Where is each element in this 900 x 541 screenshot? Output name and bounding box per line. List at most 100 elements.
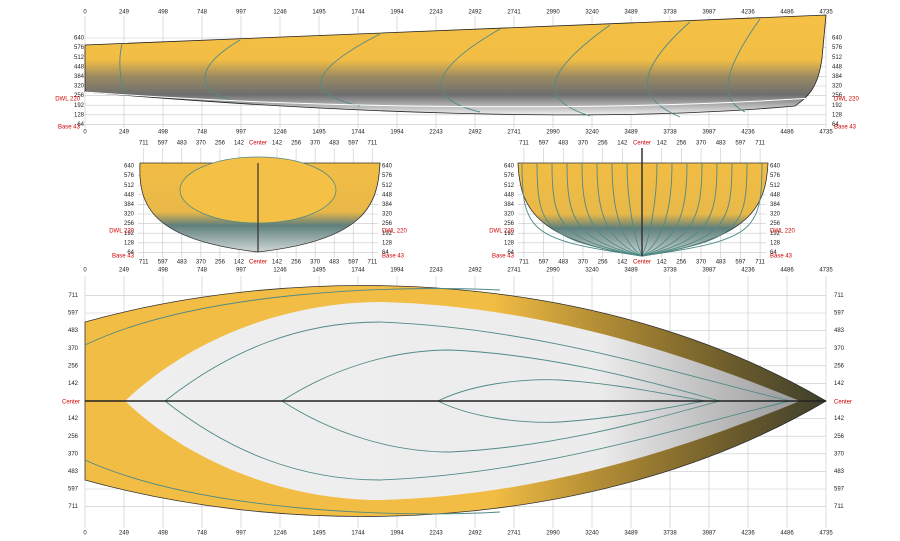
label: 2243	[429, 130, 443, 136]
label: 711	[834, 293, 844, 299]
label: Base 43	[112, 254, 135, 260]
label: 483	[558, 260, 569, 266]
label: 0	[83, 268, 87, 274]
label: 370	[578, 141, 589, 147]
label: 256	[598, 260, 609, 266]
label: 256	[382, 221, 393, 227]
label: 142	[272, 260, 283, 266]
label: 997	[236, 10, 247, 16]
profile-stations	[84, 18, 827, 118]
label: 0	[83, 531, 87, 537]
station	[727, 18, 761, 113]
label: 142	[617, 141, 628, 147]
label: 711	[139, 141, 149, 147]
label: 2741	[507, 10, 521, 16]
label: 2990	[546, 268, 560, 274]
label: 711	[367, 141, 377, 147]
label: Base 43	[770, 254, 793, 260]
label: Center	[249, 260, 267, 266]
label: Center	[633, 260, 651, 266]
label: 4735	[819, 130, 833, 136]
label: 711	[519, 260, 529, 266]
label: 3240	[585, 268, 599, 274]
label: 256	[598, 141, 609, 147]
label: 1744	[351, 130, 365, 136]
label: 1744	[351, 531, 365, 537]
buttock	[84, 459, 501, 515]
label: 320	[382, 212, 393, 218]
label: 4735	[819, 10, 833, 16]
label: Base 43	[382, 254, 405, 260]
label: 2492	[468, 531, 482, 537]
label: 997	[236, 531, 247, 537]
label: 4735	[819, 268, 833, 274]
label: 512	[74, 55, 85, 61]
label: 2990	[546, 130, 560, 136]
label: 4236	[741, 268, 755, 274]
label: 256	[834, 363, 845, 369]
label: 370	[578, 260, 589, 266]
label: 448	[74, 64, 85, 70]
label: 64	[382, 250, 389, 256]
label: 370	[68, 346, 79, 352]
label: 256	[124, 221, 135, 227]
label: 4236	[741, 130, 755, 136]
label: 448	[770, 192, 781, 198]
label: DWL 220	[109, 229, 134, 235]
label: 142	[617, 260, 628, 266]
label: 711	[68, 293, 78, 299]
label: 597	[539, 141, 550, 147]
label: 320	[832, 84, 843, 90]
label: 4236	[741, 531, 755, 537]
label: 370	[834, 346, 845, 352]
label: 1495	[312, 10, 326, 16]
label: 320	[770, 212, 781, 218]
label: 3738	[663, 10, 677, 16]
label: 128	[770, 240, 781, 246]
label: 128	[124, 240, 135, 246]
label: 370	[196, 141, 207, 147]
label: 597	[735, 260, 746, 266]
station	[320, 33, 381, 107]
label: 711	[755, 141, 765, 147]
label: DWL 220	[489, 229, 514, 235]
label: 576	[832, 45, 843, 51]
label: 3738	[663, 531, 677, 537]
label: 1495	[312, 531, 326, 537]
label: 370	[310, 260, 321, 266]
label: 576	[382, 173, 393, 179]
label: 1994	[390, 10, 404, 16]
label: 1994	[390, 268, 404, 274]
label: 576	[504, 173, 515, 179]
label: 640	[832, 36, 843, 42]
label: 2243	[429, 531, 443, 537]
label: 498	[158, 10, 169, 16]
label: 3987	[702, 10, 716, 16]
label: 256	[676, 141, 687, 147]
label: 1495	[312, 130, 326, 136]
label: 64	[832, 122, 839, 128]
label: 384	[124, 202, 135, 208]
label: 512	[832, 55, 843, 61]
label: 3489	[624, 268, 638, 274]
label: 142	[234, 260, 245, 266]
label: 483	[177, 260, 188, 266]
label: 256	[832, 93, 843, 99]
label: 2492	[468, 268, 482, 274]
label: 192	[124, 231, 135, 237]
label: 597	[158, 260, 169, 266]
label: 142	[657, 260, 668, 266]
label: 748	[197, 268, 208, 274]
labels: 0 0 0 0 249 249 249 249 498 498 498 498 748 748 748 748…	[55, 10, 859, 537]
label: 3738	[663, 268, 677, 274]
label: 597	[834, 311, 845, 317]
label: 370	[834, 451, 845, 457]
label: 4236	[741, 10, 755, 16]
label: 2741	[507, 531, 521, 537]
station	[554, 24, 611, 117]
label: 2492	[468, 10, 482, 16]
label: 128	[74, 112, 85, 118]
label: 142	[834, 381, 845, 387]
label: 597	[834, 487, 845, 493]
